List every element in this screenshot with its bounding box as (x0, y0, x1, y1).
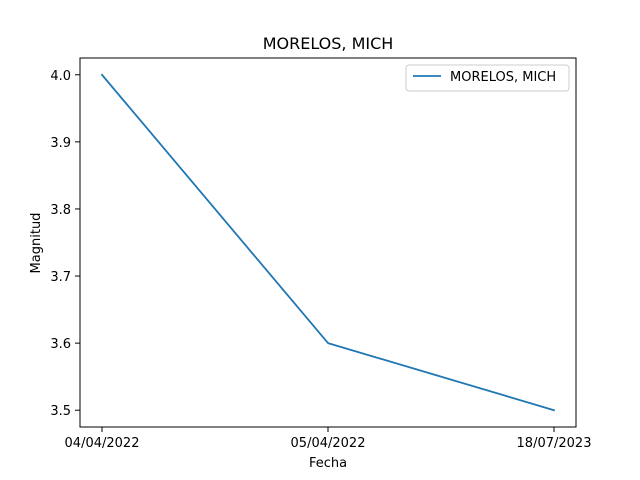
x-tick-label: 04/04/2022 (65, 436, 140, 451)
y-tick-label: 3.9 (50, 136, 71, 151)
x-axis-title: Fecha (309, 456, 347, 471)
x-tick-label: 05/04/2022 (291, 436, 366, 451)
y-tick-label: 4.0 (50, 69, 71, 84)
x-tick-label: 18/07/2023 (517, 436, 592, 451)
y-tick-label: 3.7 (50, 270, 71, 285)
legend-box (405, 64, 570, 92)
series-line (100, 73, 556, 412)
y-tick-label: 3.5 (50, 404, 71, 419)
plot-area (80, 58, 576, 427)
legend: MORELOS, MICH (405, 64, 570, 92)
y-axis: 3.5 3.6 3.7 3.8 3.9 4.0 (50, 69, 80, 419)
legend-label: MORELOS, MICH (450, 70, 556, 85)
series-layer (100, 73, 556, 412)
chart-title: MORELOS, MICH (263, 34, 394, 53)
plot-frame (79, 57, 577, 428)
plot-background (80, 58, 576, 427)
y-tick-label: 3.6 (50, 337, 71, 352)
y-tick-label: 3.8 (50, 203, 71, 218)
y-axis-title: Magnitud (29, 213, 44, 274)
x-axis: 04/04/2022 05/04/2022 18/07/2023 (65, 427, 592, 451)
